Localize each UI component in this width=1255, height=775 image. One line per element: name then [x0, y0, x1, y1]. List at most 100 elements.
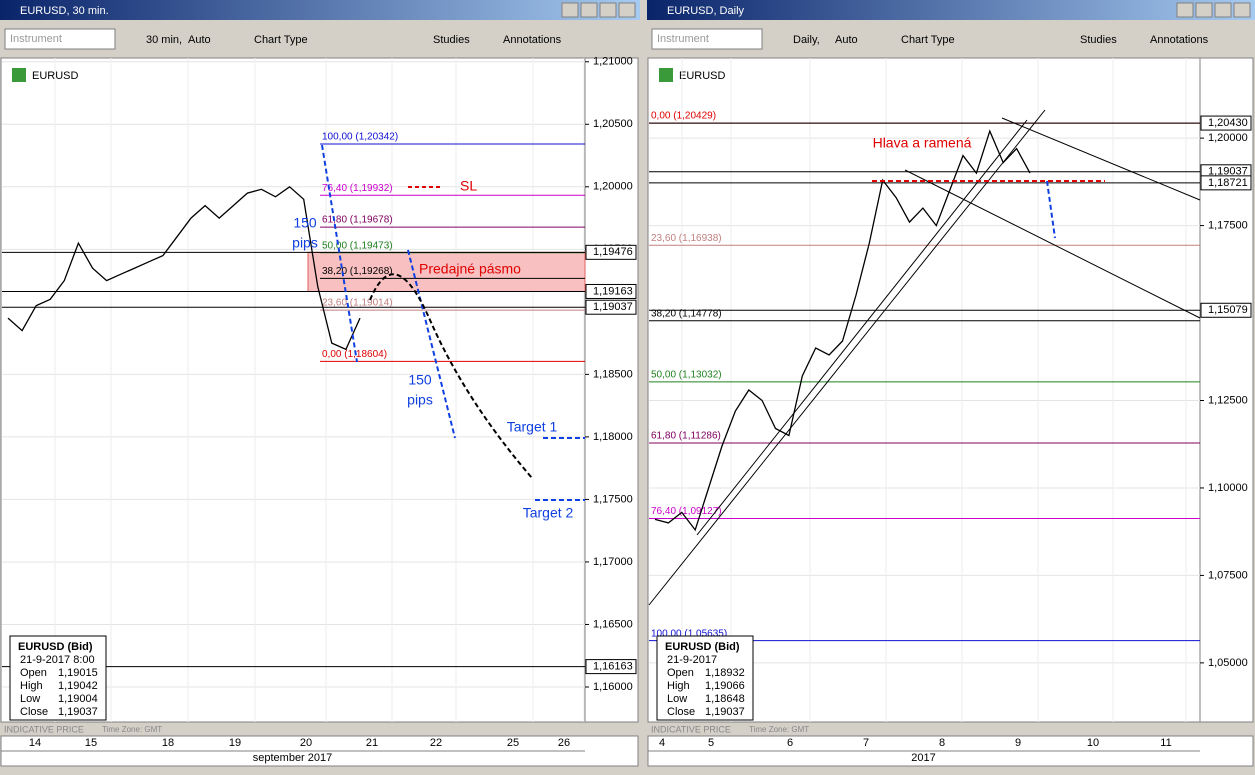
info-date: 21-9-2017	[667, 654, 717, 666]
window-button[interactable]	[1214, 2, 1232, 18]
x-tick-label: 14	[29, 737, 41, 749]
time-caption: september 2017	[253, 752, 333, 764]
price-tag	[585, 244, 637, 260]
x-tick-label: 19	[229, 737, 241, 749]
chart-type-menu[interactable]: Chart Type	[254, 34, 308, 46]
price-axis	[1199, 57, 1254, 723]
price-tag	[1200, 302, 1252, 318]
trendline	[904, 169, 1201, 319]
annotation: SL	[460, 178, 477, 194]
info-date: 21-9-2017 8:00	[20, 654, 95, 666]
x-tick-label: 15	[85, 737, 97, 749]
x-tick-label: 7	[863, 737, 869, 749]
window-button[interactable]	[1195, 2, 1213, 18]
info-name: Open	[667, 667, 694, 679]
info-box	[656, 635, 754, 721]
symbol-label: EURUSD	[679, 70, 726, 82]
interval-menu[interactable]: Daily,	[793, 34, 820, 46]
info-name: High	[20, 680, 43, 692]
info-value: 1,19037	[58, 706, 98, 718]
info-value: 1,19015	[58, 667, 98, 679]
timezone: Time Zone: GMT	[102, 725, 162, 734]
info-title: EURUSD (Bid)	[665, 641, 740, 653]
x-tick-label: 25	[507, 737, 519, 749]
y-tick-label: 1,18000	[593, 431, 633, 443]
y-tick-label: 1,20000	[593, 181, 633, 193]
info-value: 1,18932	[705, 667, 745, 679]
title-bar	[647, 0, 1255, 20]
annotations-menu[interactable]: Annotations	[503, 34, 562, 46]
price-tag	[585, 283, 637, 299]
instrument-input[interactable]	[4, 28, 116, 50]
price-line	[654, 129, 1031, 532]
fib-label: 38,20 (1,19268)	[322, 266, 393, 277]
price-tag-label: 1,19037	[593, 301, 633, 313]
chart-type-menu[interactable]: Chart Type	[901, 34, 955, 46]
interval-menu[interactable]: 30 min,	[146, 34, 182, 46]
info-name: High	[667, 680, 690, 692]
info-box	[9, 635, 107, 721]
x-tick-label: 26	[558, 737, 570, 749]
annotation: pips	[292, 235, 318, 251]
annotation: Target 2	[523, 505, 574, 521]
x-tick-label: 6	[787, 737, 793, 749]
x-tick-label: 22	[430, 737, 442, 749]
window-button[interactable]	[599, 2, 617, 18]
symbol-icon	[659, 68, 673, 82]
fib-label: 50,00 (1,19473)	[322, 240, 393, 251]
price-tag-label: 1,19163	[593, 285, 633, 297]
fib-label: 76,40 (1,19932)	[322, 183, 393, 194]
annotations-menu[interactable]: Annotations	[1150, 34, 1209, 46]
annotation: Target 1	[507, 419, 558, 435]
plot-area	[0, 57, 586, 723]
price-tag-label: 1,18721	[1208, 177, 1248, 189]
fib-label: 76,40 (1,09127)	[651, 506, 722, 517]
fib-label: 23,60 (1,16938)	[651, 233, 722, 244]
window-button[interactable]	[561, 2, 579, 18]
fib-label: 61,80 (1,11286)	[651, 431, 721, 442]
y-tick-label: 1,17000	[593, 556, 633, 568]
dash	[321, 144, 358, 363]
x-tick-label: 9	[1015, 737, 1021, 749]
x-tick-label: 5	[708, 737, 714, 749]
y-tick-label: 1,10000	[1208, 482, 1248, 494]
price-axis	[584, 57, 639, 723]
window-title: EURUSD, Daily	[667, 5, 745, 17]
annotation: pips	[407, 392, 433, 408]
scale-menu[interactable]: Auto	[188, 34, 211, 46]
fib-label: 61,80 (1,19678)	[322, 215, 393, 226]
fib-label: 50,00 (1,13032)	[651, 370, 722, 381]
instrument-input[interactable]	[651, 28, 763, 50]
window-button[interactable]	[1233, 2, 1251, 18]
window-button[interactable]	[1176, 2, 1194, 18]
studies-menu[interactable]: Studies	[433, 34, 470, 46]
window-button[interactable]	[580, 2, 598, 18]
info-value: 1,19042	[58, 680, 98, 692]
price-line	[7, 185, 361, 351]
info-name: Close	[667, 706, 695, 718]
window-button[interactable]	[618, 2, 636, 18]
projection	[369, 273, 533, 479]
price-tag	[585, 659, 637, 675]
annotation: Hlava a ramená	[873, 135, 972, 151]
dash	[1046, 180, 1056, 239]
scale-menu[interactable]: Auto	[835, 34, 858, 46]
info-value: 1,18648	[705, 693, 745, 705]
x-tick-label: 10	[1087, 737, 1099, 749]
trendline	[1001, 117, 1201, 201]
instrument-placeholder: Instrument	[657, 33, 709, 45]
annotation: 150	[408, 372, 432, 388]
y-tick-label: 1,12500	[1208, 394, 1248, 406]
x-tick-label: 4	[659, 737, 665, 749]
trendline	[696, 119, 1028, 536]
y-tick-label: 1,21000	[593, 56, 633, 68]
price-tag	[585, 299, 637, 315]
chart-window: EURUSD, 30 min. Instrument 30 min, Auto Char…	[0, 0, 640, 767]
y-tick-label: 1,17500	[1208, 219, 1248, 231]
fib-label: 0,00 (1,18604)	[322, 349, 387, 360]
price-tag	[1200, 115, 1252, 131]
fib-label: 0,00 (1,20429)	[651, 111, 716, 122]
studies-menu[interactable]: Studies	[1080, 34, 1117, 46]
info-name: Open	[20, 667, 47, 679]
info-name: Low	[667, 693, 687, 705]
